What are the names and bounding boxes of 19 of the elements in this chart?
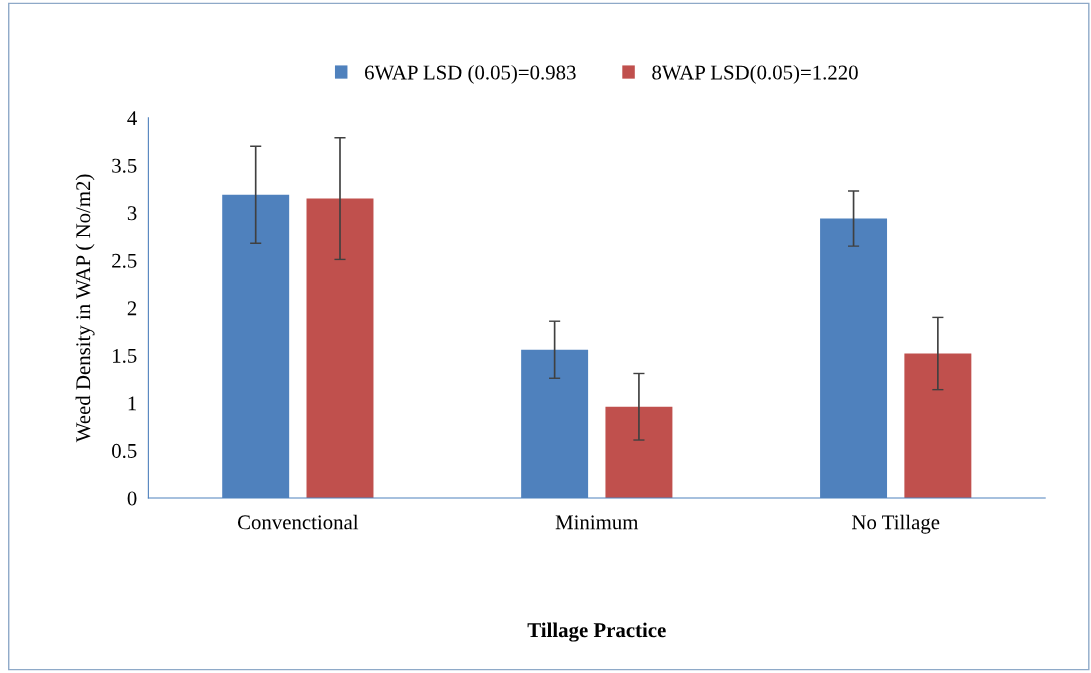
y-tick-label: 2 <box>127 301 137 316</box>
x-tick-label: Minimum <box>555 515 639 530</box>
y-axis-title: Weed Density in WAP ( No/m2) <box>75 174 95 443</box>
y-tick-label: 1.5 <box>113 348 137 363</box>
y-tick-label: 4 <box>127 111 137 125</box>
y-tick-label: 0 <box>127 491 137 506</box>
x-tick-label: Convenctional <box>237 514 359 530</box>
legend-label: 8WAP LSD(0.05)=1.220 <box>652 64 858 84</box>
bar <box>306 198 374 499</box>
y-tick-label: 1 <box>128 396 137 411</box>
y-tick-label: 3.5 <box>112 158 137 173</box>
legend-label: 6WAP LSD (0.05)=0.983 <box>365 64 576 84</box>
bar <box>605 406 673 499</box>
y-tick-label: 0.5 <box>112 443 137 459</box>
y-tick-label: 2.5 <box>112 253 137 268</box>
y-tick-label: 3 <box>127 206 137 221</box>
bar <box>904 353 972 499</box>
x-axis-title: Tillage Practice <box>527 622 666 642</box>
x-tick-label: No Tillage <box>852 514 940 534</box>
